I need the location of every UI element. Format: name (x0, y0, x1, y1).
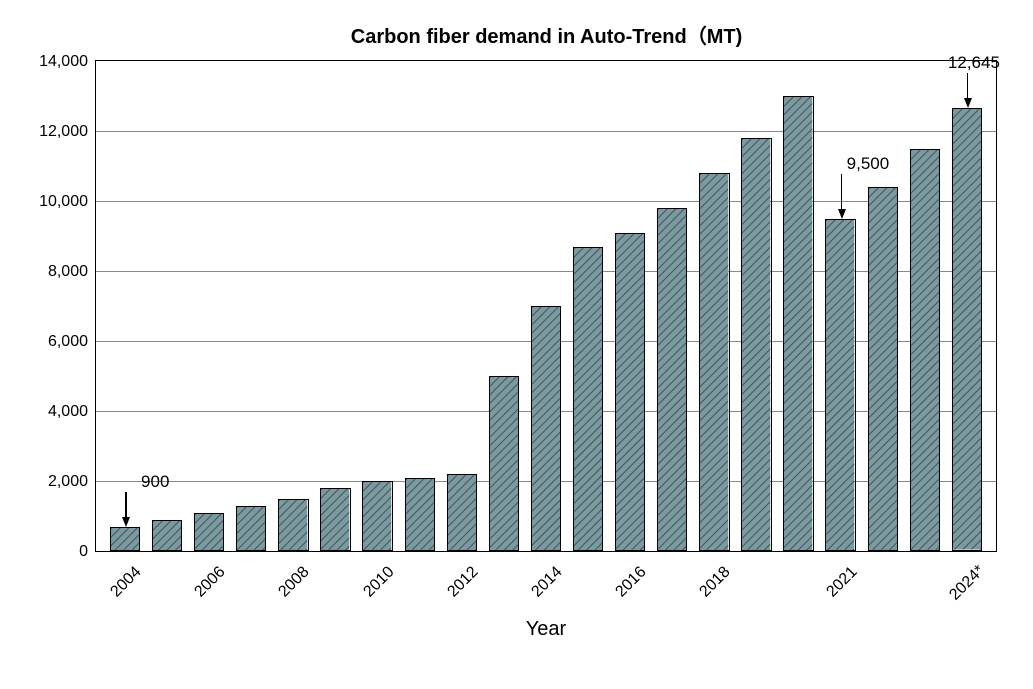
bar (573, 247, 603, 552)
x-tick-label: 2014 (528, 563, 566, 601)
bar (868, 187, 898, 551)
bar (783, 96, 813, 551)
bar-slot: 2004 (104, 61, 146, 551)
x-tick-label: 2008 (276, 563, 314, 601)
bars-group: 2004 2006 2008 2010 2012 2014 2016 2018 2021 2024… (96, 61, 996, 551)
bar-slot (230, 61, 272, 551)
bar (447, 474, 477, 551)
bar-slot: 2024* (946, 61, 988, 551)
bar (615, 233, 645, 552)
bar (194, 513, 224, 552)
bar (531, 306, 561, 551)
bar (489, 376, 519, 551)
callout-label: 900 (141, 472, 169, 492)
x-tick-label: 2021 (823, 563, 861, 601)
bar-slot (314, 61, 356, 551)
bar-slot: 2006 (188, 61, 230, 551)
y-tick-label: 14,000 (39, 53, 88, 71)
arrow-head-icon (122, 517, 130, 527)
y-tick-label: 6,000 (48, 333, 88, 351)
bar (657, 208, 687, 551)
x-tick-label: 2016 (613, 563, 651, 601)
bar (362, 481, 392, 551)
y-tick-label: 4,000 (48, 403, 88, 421)
bar-slot (399, 61, 441, 551)
bar (952, 108, 982, 551)
bar-slot (778, 61, 820, 551)
bar (110, 527, 140, 552)
callout-label: 9,500 (847, 154, 890, 174)
y-tick-label: 2,000 (48, 473, 88, 491)
bar-slot (483, 61, 525, 551)
bar-slot (904, 61, 946, 551)
bar (152, 520, 182, 552)
bar-slot: 2014 (525, 61, 567, 551)
bar-slot: 2016 (609, 61, 651, 551)
x-tick-label: 2006 (192, 563, 230, 601)
bar (825, 219, 855, 552)
x-axis-title: Year (526, 618, 566, 641)
x-tick-label: 2010 (360, 563, 398, 601)
bar-slot: 2012 (441, 61, 483, 551)
chart-title: Carbon fiber demand in Auto-Trend（MT) (20, 20, 1013, 49)
y-tick-label: 10,000 (39, 193, 88, 211)
bar-slot: 2018 (693, 61, 735, 551)
bar-slot (567, 61, 609, 551)
bar-slot: 2008 (272, 61, 314, 551)
bar (910, 149, 940, 552)
bar (741, 138, 771, 551)
y-tick-label: 12,000 (39, 123, 88, 141)
x-tick-label: 2004 (107, 563, 145, 601)
bar-slot: 2021 (820, 61, 862, 551)
plot-area: 02,0004,0006,0008,00010,00012,00014,000 … (95, 60, 997, 552)
x-tick-label: 2024* (946, 562, 988, 604)
arrow-head-icon (964, 98, 972, 108)
bar (236, 506, 266, 552)
x-tick-label: 2018 (697, 563, 735, 601)
arrow-head-icon (838, 209, 846, 219)
arrow-line (125, 492, 127, 517)
y-tick-label: 0 (79, 543, 88, 561)
bar-slot (651, 61, 693, 551)
bar-slot: 2010 (357, 61, 399, 551)
bar (405, 478, 435, 552)
chart-container: Carbon fiber demand in Auto-Trend（MT) 02… (20, 20, 1013, 669)
x-tick-label: 2012 (444, 563, 482, 601)
bar (320, 488, 350, 551)
gridline: 0 (96, 551, 996, 552)
bar-slot (735, 61, 777, 551)
y-tick-label: 8,000 (48, 263, 88, 281)
arrow-line (841, 174, 843, 209)
bar (278, 499, 308, 552)
bar-slot (862, 61, 904, 551)
callout-label: 12,645 (948, 53, 1000, 73)
arrow-line (967, 73, 969, 98)
bar (699, 173, 729, 551)
